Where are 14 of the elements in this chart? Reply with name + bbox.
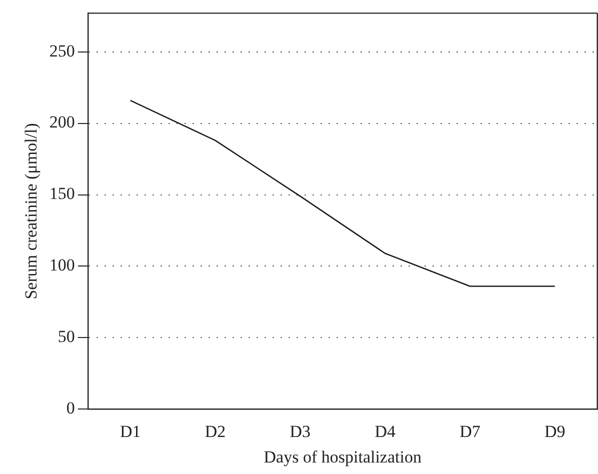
y-tick-label: 0 (66, 398, 75, 418)
x-tick-label: D2 (204, 422, 226, 441)
x-tick-label: D9 (544, 422, 566, 441)
x-tick-label: D1 (120, 422, 141, 441)
y-tick-label: 150 (49, 184, 75, 204)
y-tick-label: 50 (58, 327, 75, 346)
x-tick-label: D4 (374, 422, 396, 441)
x-tick-label: D3 (290, 422, 311, 441)
y-tick-label: 250 (49, 41, 75, 60)
x-axis-title: Days of hospitalization (264, 447, 422, 466)
y-tick-label: 200 (49, 112, 75, 132)
y-tick-label: 100 (49, 256, 75, 275)
x-tick-label: D7 (460, 422, 481, 441)
y-axis-title: Serum creatinine (μmol/l) (22, 123, 41, 300)
